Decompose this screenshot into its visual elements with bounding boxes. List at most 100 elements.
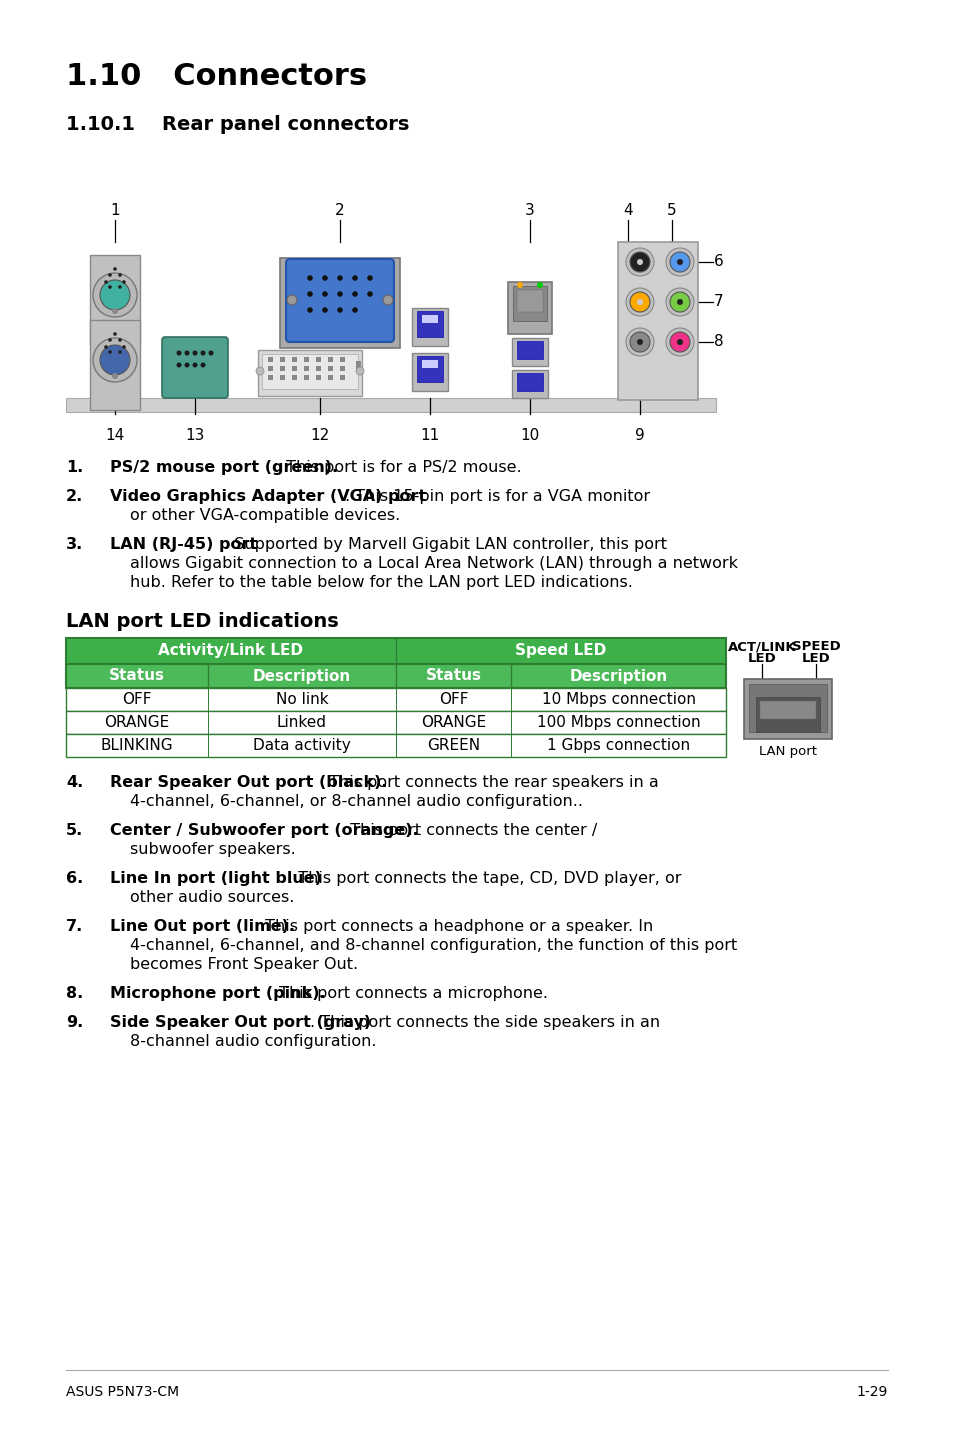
Circle shape xyxy=(665,328,693,357)
Bar xyxy=(268,367,273,371)
Circle shape xyxy=(336,308,342,313)
Bar xyxy=(66,710,725,733)
Circle shape xyxy=(625,247,654,276)
Circle shape xyxy=(184,362,190,368)
Text: Status: Status xyxy=(109,669,165,683)
Circle shape xyxy=(118,338,122,342)
Bar xyxy=(512,370,547,398)
Text: 4: 4 xyxy=(622,203,632,219)
Bar xyxy=(280,357,285,362)
Text: OFF: OFF xyxy=(438,692,468,707)
Text: 1.: 1. xyxy=(66,460,83,475)
Circle shape xyxy=(200,351,205,355)
Text: LED: LED xyxy=(747,651,776,664)
Circle shape xyxy=(112,308,118,313)
Bar xyxy=(743,679,831,739)
Text: Microphone port (pink).: Microphone port (pink). xyxy=(110,986,325,1001)
Circle shape xyxy=(352,275,357,280)
Circle shape xyxy=(307,275,313,280)
Text: or other VGA-compatible devices.: or other VGA-compatible devices. xyxy=(130,508,400,523)
Text: No link: No link xyxy=(275,692,328,707)
Text: 2: 2 xyxy=(335,203,344,219)
Circle shape xyxy=(193,351,197,355)
Text: Description: Description xyxy=(569,669,667,683)
Bar xyxy=(328,367,333,371)
Bar xyxy=(66,664,725,687)
Text: 12: 12 xyxy=(310,429,330,443)
Circle shape xyxy=(629,252,649,272)
Circle shape xyxy=(517,282,522,288)
Circle shape xyxy=(677,259,682,265)
Bar xyxy=(755,697,820,732)
Text: 3: 3 xyxy=(524,203,535,219)
Circle shape xyxy=(382,295,393,305)
Circle shape xyxy=(669,332,689,352)
Text: This port connects the center /: This port connects the center / xyxy=(345,823,597,838)
Text: 2.: 2. xyxy=(66,489,83,503)
Bar xyxy=(760,700,815,719)
Circle shape xyxy=(113,332,116,336)
Text: 6.: 6. xyxy=(66,871,83,886)
Circle shape xyxy=(677,339,682,345)
Bar xyxy=(280,375,285,380)
Bar xyxy=(304,367,309,371)
Text: 14: 14 xyxy=(105,429,125,443)
Bar xyxy=(416,311,442,336)
Circle shape xyxy=(677,299,682,305)
Circle shape xyxy=(637,339,642,345)
Circle shape xyxy=(336,275,342,280)
Circle shape xyxy=(118,273,122,276)
Circle shape xyxy=(113,267,116,270)
Bar xyxy=(339,357,345,362)
Circle shape xyxy=(352,308,357,313)
Bar xyxy=(66,733,725,756)
Circle shape xyxy=(112,372,118,380)
Circle shape xyxy=(336,292,342,296)
Bar xyxy=(292,375,296,380)
Text: Rear Speaker Out port (black).: Rear Speaker Out port (black). xyxy=(110,775,387,789)
Bar xyxy=(517,341,542,360)
Text: 1.10   Connectors: 1.10 Connectors xyxy=(66,62,367,91)
Bar xyxy=(412,308,448,347)
Circle shape xyxy=(307,308,313,313)
Bar xyxy=(339,375,345,380)
Circle shape xyxy=(200,362,205,368)
Circle shape xyxy=(322,292,328,296)
Text: LAN (RJ-45) port: LAN (RJ-45) port xyxy=(110,536,257,552)
Text: 7.: 7. xyxy=(66,919,83,935)
Circle shape xyxy=(176,362,181,368)
Circle shape xyxy=(322,308,328,313)
Text: 8: 8 xyxy=(713,335,723,349)
Text: Speed LED: Speed LED xyxy=(515,643,606,659)
Bar xyxy=(513,286,546,321)
Bar xyxy=(304,375,309,380)
Text: 13: 13 xyxy=(185,429,205,443)
Text: GREEN: GREEN xyxy=(427,738,479,754)
Bar xyxy=(257,349,361,395)
Text: Description: Description xyxy=(253,669,351,683)
Circle shape xyxy=(637,259,642,265)
Bar xyxy=(421,360,437,368)
Text: . This port connects the side speakers in an: . This port connects the side speakers i… xyxy=(310,1015,659,1030)
Bar xyxy=(416,357,442,383)
Bar xyxy=(315,375,320,380)
Text: subwoofer speakers.: subwoofer speakers. xyxy=(130,843,295,857)
Bar xyxy=(262,354,357,390)
Bar xyxy=(90,321,140,410)
Bar xyxy=(412,352,448,391)
Circle shape xyxy=(100,345,130,375)
Text: . This 15-pin port is for a VGA monitor: . This 15-pin port is for a VGA monitor xyxy=(345,489,650,503)
Circle shape xyxy=(122,280,126,283)
Circle shape xyxy=(669,292,689,312)
Text: 1-29: 1-29 xyxy=(856,1385,887,1399)
Bar xyxy=(292,357,296,362)
Text: LAN port: LAN port xyxy=(759,745,816,758)
Text: 5.: 5. xyxy=(66,823,83,838)
Text: 7: 7 xyxy=(713,295,723,309)
Bar xyxy=(421,315,437,324)
Text: Center / Subwoofer port (orange).: Center / Subwoofer port (orange). xyxy=(110,823,418,838)
Circle shape xyxy=(637,299,642,305)
Text: hub. Refer to the table below for the LAN port LED indications.: hub. Refer to the table below for the LA… xyxy=(130,575,632,590)
Circle shape xyxy=(287,295,296,305)
Circle shape xyxy=(625,288,654,316)
